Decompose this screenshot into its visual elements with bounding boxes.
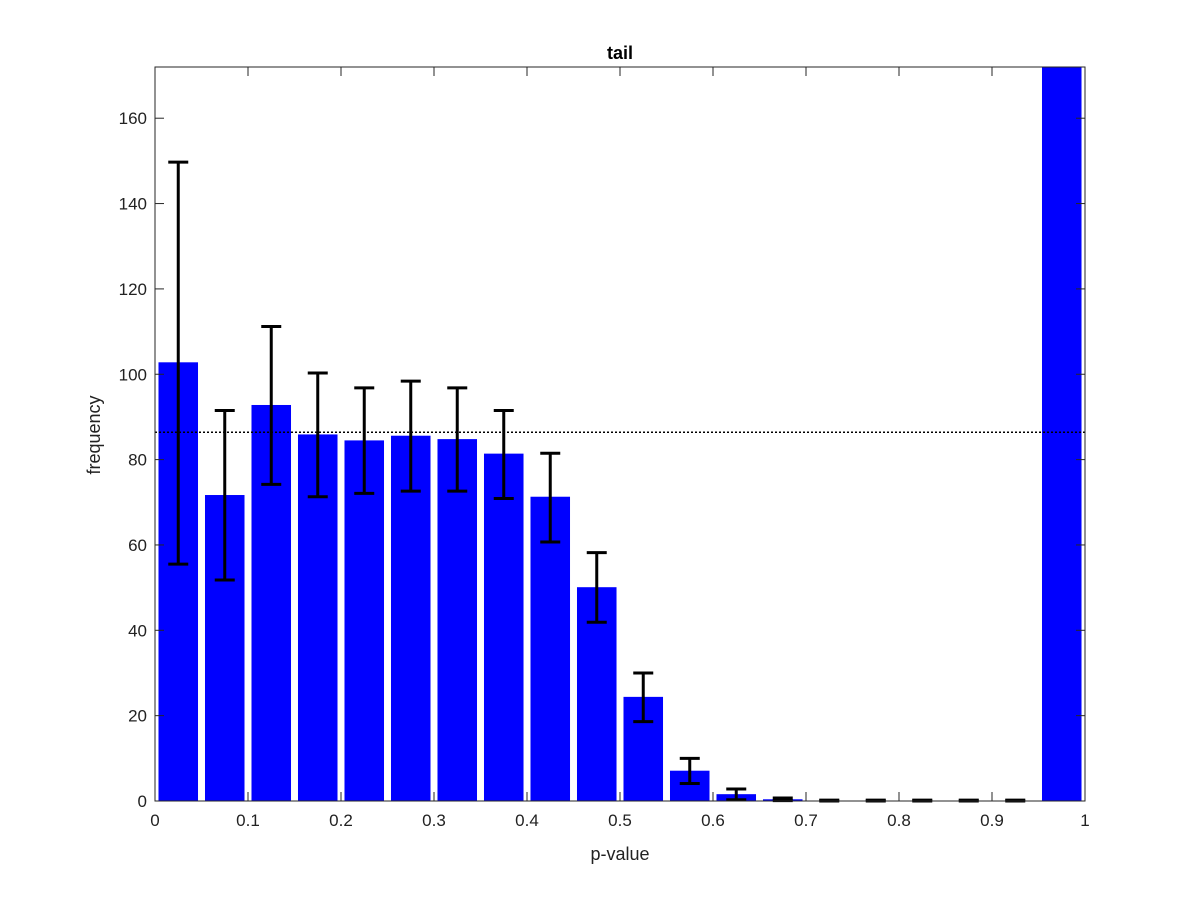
bar-4 [344, 440, 385, 801]
error-bar-8 [540, 451, 561, 544]
error-bar-6 [447, 386, 468, 493]
error-bar-9 [586, 551, 607, 624]
y-tick-label-6: 120 [119, 280, 147, 299]
tick-labels-layer: 0 0.1 0.2 0.3 0.4 0.5 0.6 0.7 0.8 0.9 1 0 20 40 60 80 10… [119, 109, 1090, 830]
x-tick-label-7: 0.7 [794, 811, 818, 830]
x-tick-label-0: 0 [150, 811, 159, 830]
x-tick-label-6: 0.6 [701, 811, 725, 830]
error-bar-7 [493, 409, 514, 500]
error-bar-3 [307, 371, 328, 499]
error-bar-1 [214, 409, 235, 582]
x-tick-label-9: 0.9 [980, 811, 1004, 830]
y-tick-label-2: 40 [128, 621, 147, 640]
y-tick-label-0: 0 [138, 792, 147, 811]
y-tick-label-4: 80 [128, 451, 147, 470]
y-tick-label-7: 140 [119, 195, 147, 214]
x-tick-label-10: 1 [1080, 811, 1089, 830]
error-bar-5 [400, 379, 421, 493]
bar-6 [437, 439, 478, 801]
chart-title: tail [607, 43, 633, 63]
bar-7 [483, 453, 524, 801]
x-tick-label-8: 0.8 [887, 811, 911, 830]
x-tick-label-2: 0.2 [329, 811, 353, 830]
bars-layer [158, 67, 1082, 801]
plot-box [154, 66, 1086, 802]
y-tick-label-1: 20 [128, 707, 147, 726]
error-bar-12 [726, 787, 747, 802]
bar-8 [530, 496, 571, 801]
x-tick-label-5: 0.5 [608, 811, 632, 830]
error-bar-2 [261, 324, 282, 486]
error-bar-0 [168, 160, 189, 566]
error-bar-4 [354, 386, 375, 495]
y-tick-label-3: 60 [128, 536, 147, 555]
bar-5 [390, 435, 431, 801]
error-bar-10 [633, 671, 654, 724]
axes-layer [154, 66, 1086, 802]
error-bar-13 [772, 796, 793, 803]
error-bar-11 [679, 756, 700, 785]
y-axis-label: frequency [84, 395, 104, 474]
x-axis-label: p-value [590, 844, 649, 864]
y-tick-label-5: 100 [119, 365, 147, 384]
y-tick-label-8: 160 [119, 109, 147, 128]
bar-19 [1041, 67, 1082, 801]
x-tick-label-3: 0.3 [422, 811, 446, 830]
x-tick-label-4: 0.4 [515, 811, 539, 830]
x-tick-label-1: 0.1 [236, 811, 260, 830]
